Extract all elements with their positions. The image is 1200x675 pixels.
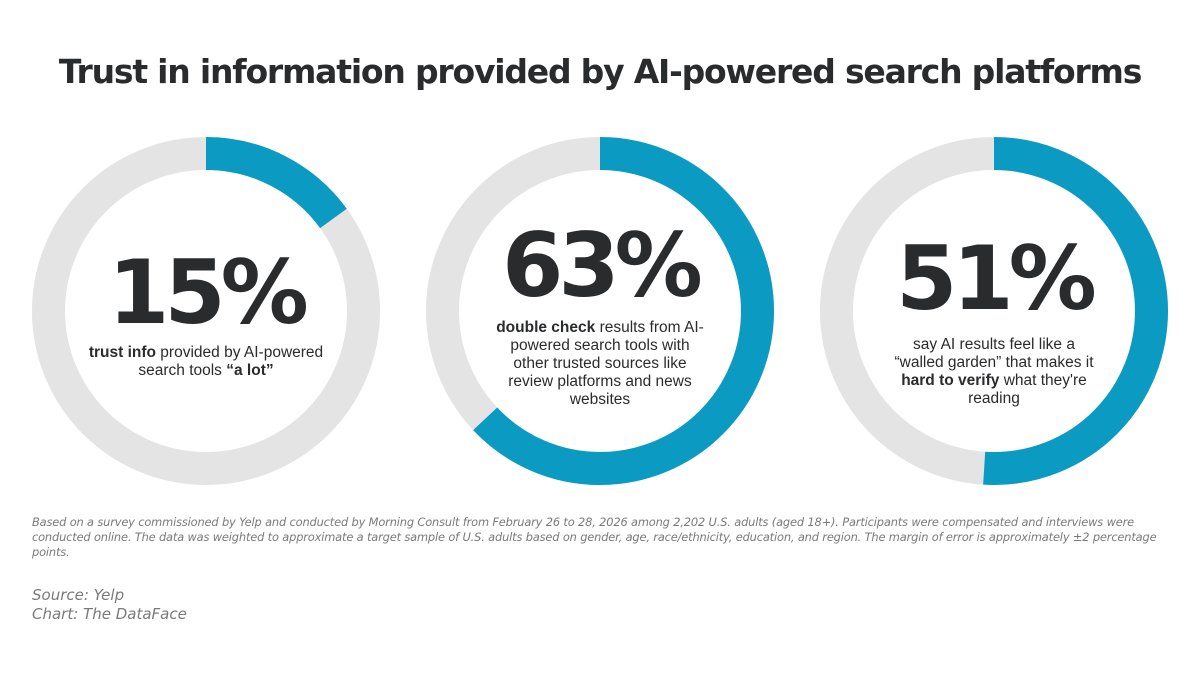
donut-arc bbox=[820, 137, 1168, 485]
donut-ring-icon bbox=[32, 137, 380, 485]
stat-description-text: results from AI-powered search tools wit… bbox=[508, 319, 704, 408]
donut-walled-garden: 51% say AI results feel like a “walled g… bbox=[819, 136, 1169, 486]
stat-description: double check results from AI-powered sea… bbox=[470, 319, 730, 409]
donut-arc bbox=[32, 137, 380, 485]
chart-credit: Chart: The DataFace bbox=[32, 605, 187, 623]
donut-ring-icon bbox=[426, 137, 774, 485]
stat-value: 63% bbox=[502, 214, 703, 317]
stat-description-text: say AI results feel like a “walled garde… bbox=[894, 336, 1094, 371]
stat-description-bold: “a lot” bbox=[226, 362, 274, 379]
credits: Source: Yelp Chart: The DataFace bbox=[32, 586, 187, 624]
stat-description-bold: hard to verify bbox=[901, 372, 1000, 389]
chart-title: Trust in information provided by AI-powe… bbox=[58, 52, 1143, 91]
stat-description: trust info provided by AI-powered search… bbox=[76, 344, 336, 380]
donut-arc bbox=[426, 137, 774, 485]
methodology-footnote: Based on a survey commissioned by Yelp a… bbox=[32, 515, 1157, 559]
donut-trust-a-lot: 15% trust info provided by AI-powered se… bbox=[31, 136, 381, 486]
donut-double-check: 63% double check results from AI-powered… bbox=[425, 136, 775, 486]
stat-description-bold: trust info bbox=[88, 344, 156, 361]
stat-description-text: provided by AI-powered search tools bbox=[138, 344, 324, 379]
stat-description-text: what they're reading bbox=[968, 372, 1087, 407]
stat-description: say AI results feel like a “walled garde… bbox=[864, 336, 1124, 408]
source-credit: Source: Yelp bbox=[32, 586, 125, 604]
stat-value: 15% bbox=[108, 241, 309, 344]
stat-description-bold: double check bbox=[496, 319, 596, 336]
donut-ring-icon bbox=[820, 137, 1168, 485]
stat-value: 51% bbox=[896, 227, 1097, 330]
